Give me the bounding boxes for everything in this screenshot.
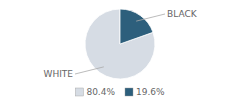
legend-swatch [75,88,83,96]
legend-label: 80.4% [86,87,115,97]
pie [85,9,155,79]
chart: WHITE BLACK 80.4% 19.6% [0,0,240,100]
legend-label: 19.6% [136,87,165,97]
leader-line [136,14,165,21]
legend-item: 19.6% [125,87,165,97]
pie-slice [85,9,155,79]
legend-item: 80.4% [75,87,115,97]
legend: 80.4% 19.6% [75,87,165,97]
pie-slice [120,9,153,44]
annotation: WHITE [43,69,73,79]
annotations: WHITE BLACK [43,9,197,79]
leader-line [75,67,104,74]
annotation: BLACK [167,9,198,19]
legend-swatch [125,88,133,96]
